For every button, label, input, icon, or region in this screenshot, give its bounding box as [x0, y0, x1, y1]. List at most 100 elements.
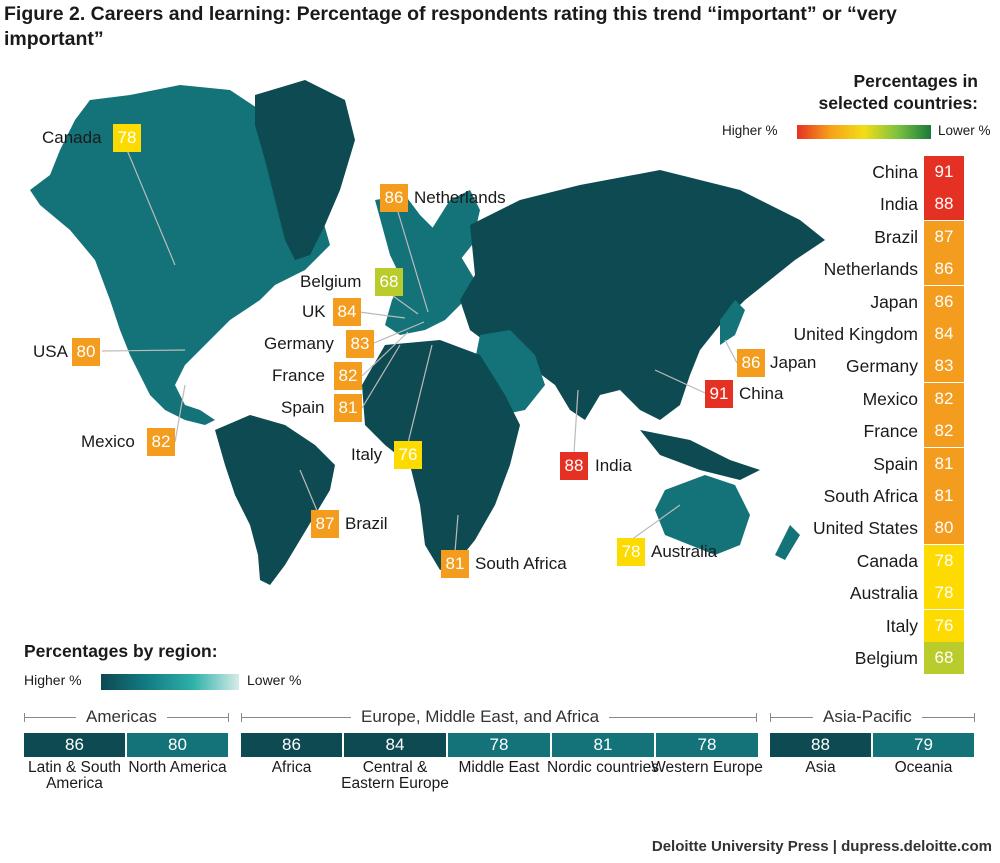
country-row: France 82 [534, 415, 964, 448]
group-label: Asia-Pacific [813, 707, 922, 727]
map-badge-india: 88 [560, 452, 588, 480]
country-name: Belgium [854, 648, 918, 668]
country-row: Belgium 68 [534, 642, 964, 674]
country-value: 78 [924, 577, 964, 610]
map-badge-mexico: 82 [147, 428, 175, 456]
map-label-canada: Canada [42, 128, 102, 147]
region-name: North America [128, 759, 227, 776]
country-name: Germany [846, 356, 918, 377]
map-badge-france: 82 [334, 362, 362, 390]
map-label-india: India [595, 456, 632, 475]
map-label-australia: Australia [651, 542, 718, 561]
region-name: Latin & South America [27, 759, 122, 792]
region-name: Oceania [894, 759, 953, 776]
map-label-japan: Japan [770, 353, 817, 372]
country-name: France [863, 421, 918, 442]
japan [720, 300, 745, 345]
country-value: 86 [924, 285, 964, 318]
country-name: Italy [885, 615, 918, 636]
southeast-asia [640, 430, 760, 480]
country-name: Mexico [862, 388, 918, 409]
country-name: Netherlands [823, 259, 918, 280]
country-name: India [880, 194, 918, 215]
europe [375, 190, 480, 335]
eurasia [460, 170, 825, 420]
country-row: United Kingdom 84 [534, 318, 964, 350]
map-badge-italy: 76 [394, 441, 422, 469]
map-badge-uk: 84 [333, 298, 361, 326]
map-badge-germany: 83 [346, 330, 374, 358]
country-value: 86 [924, 253, 964, 286]
map-label-belgium: Belgium [300, 272, 362, 291]
country-row: Brazil 87 [534, 220, 964, 253]
map-badge-belgium: 68 [375, 268, 403, 296]
new-zealand [775, 525, 800, 560]
country-row: Spain 81 [534, 447, 964, 480]
map-label-usa: USA [33, 342, 68, 361]
country-row: Italy 76 [534, 609, 964, 642]
map-badge-south-africa: 81 [441, 550, 469, 578]
region-value-cell: 81 [552, 733, 654, 757]
country-value: 80 [924, 512, 964, 545]
region-value-cell: 79 [873, 733, 974, 757]
map-badge-spain: 81 [334, 394, 362, 422]
map-badge-netherlands: 86 [380, 184, 408, 212]
africa [362, 340, 520, 570]
australia [655, 475, 750, 555]
country-row: Germany 83 [534, 350, 964, 383]
map-badge-usa: 80 [72, 338, 100, 366]
group-label: Americas [76, 707, 167, 727]
country-row: United States 80 [534, 512, 964, 545]
country-value: 91 [924, 156, 964, 188]
legend-gradient [797, 125, 931, 139]
region-value-cell: 86 [241, 733, 342, 757]
map-label-germany: Germany [264, 334, 334, 353]
country-value: 81 [924, 447, 964, 480]
country-row: Japan 86 [534, 285, 964, 318]
country-value: 87 [924, 220, 964, 253]
map-label-uk: UK [302, 302, 326, 321]
country-name: China [872, 162, 918, 182]
country-value: 83 [924, 350, 964, 383]
region-name: Western Europe [651, 759, 763, 776]
country-row: Australia 78 [534, 577, 964, 610]
selected-countries-heading: Percentages in selected countries: [678, 70, 979, 114]
map-badge-australia: 78 [617, 538, 645, 566]
legend-high-label: Higher % [722, 123, 778, 138]
region-name: Middle East [458, 759, 540, 776]
country-value: 88 [924, 188, 964, 221]
region-name: Nordic countries [547, 759, 659, 776]
footer-credit: Deloitte University Press | dupress.delo… [651, 838, 992, 855]
region-name: Central & Eastern Europe [341, 759, 449, 792]
heading-line-1: Percentages in [853, 71, 979, 91]
country-value: 78 [924, 544, 964, 577]
country-row: India 88 [534, 188, 964, 221]
legend-low-label: Lower % [247, 672, 302, 688]
map-label-italy: Italy [351, 445, 383, 464]
map-label-brazil: Brazil [345, 514, 388, 533]
map-badge-canada: 78 [113, 124, 141, 152]
country-name: Japan [870, 291, 918, 312]
region-heading: Percentages by region: [24, 641, 218, 661]
legend-low-label: Lower % [938, 123, 991, 138]
country-name: Canada [856, 550, 918, 571]
map-label-spain: Spain [281, 398, 325, 417]
country-value: 82 [924, 382, 964, 415]
legend-gradient [101, 674, 239, 690]
region-name: Asia [805, 759, 836, 776]
map-badge-china: 91 [705, 380, 733, 408]
country-name: Australia [849, 583, 918, 604]
country-name: United Kingdom [793, 324, 918, 344]
region-value-cell: 78 [448, 733, 550, 757]
map-badge-brazil: 87 [311, 510, 339, 538]
country-row: China 91 [534, 156, 964, 188]
region-value-cell: 80 [127, 733, 228, 757]
country-name: South Africa [823, 486, 918, 506]
chart-title: Figure 2. Careers and learning: Percenta… [4, 3, 897, 50]
map-label-south-africa: South Africa [475, 554, 567, 573]
map-label-netherlands: Netherlands [414, 188, 506, 207]
region-value-cell: 78 [656, 733, 758, 757]
greenland [255, 80, 355, 260]
country-value: 76 [924, 609, 964, 642]
